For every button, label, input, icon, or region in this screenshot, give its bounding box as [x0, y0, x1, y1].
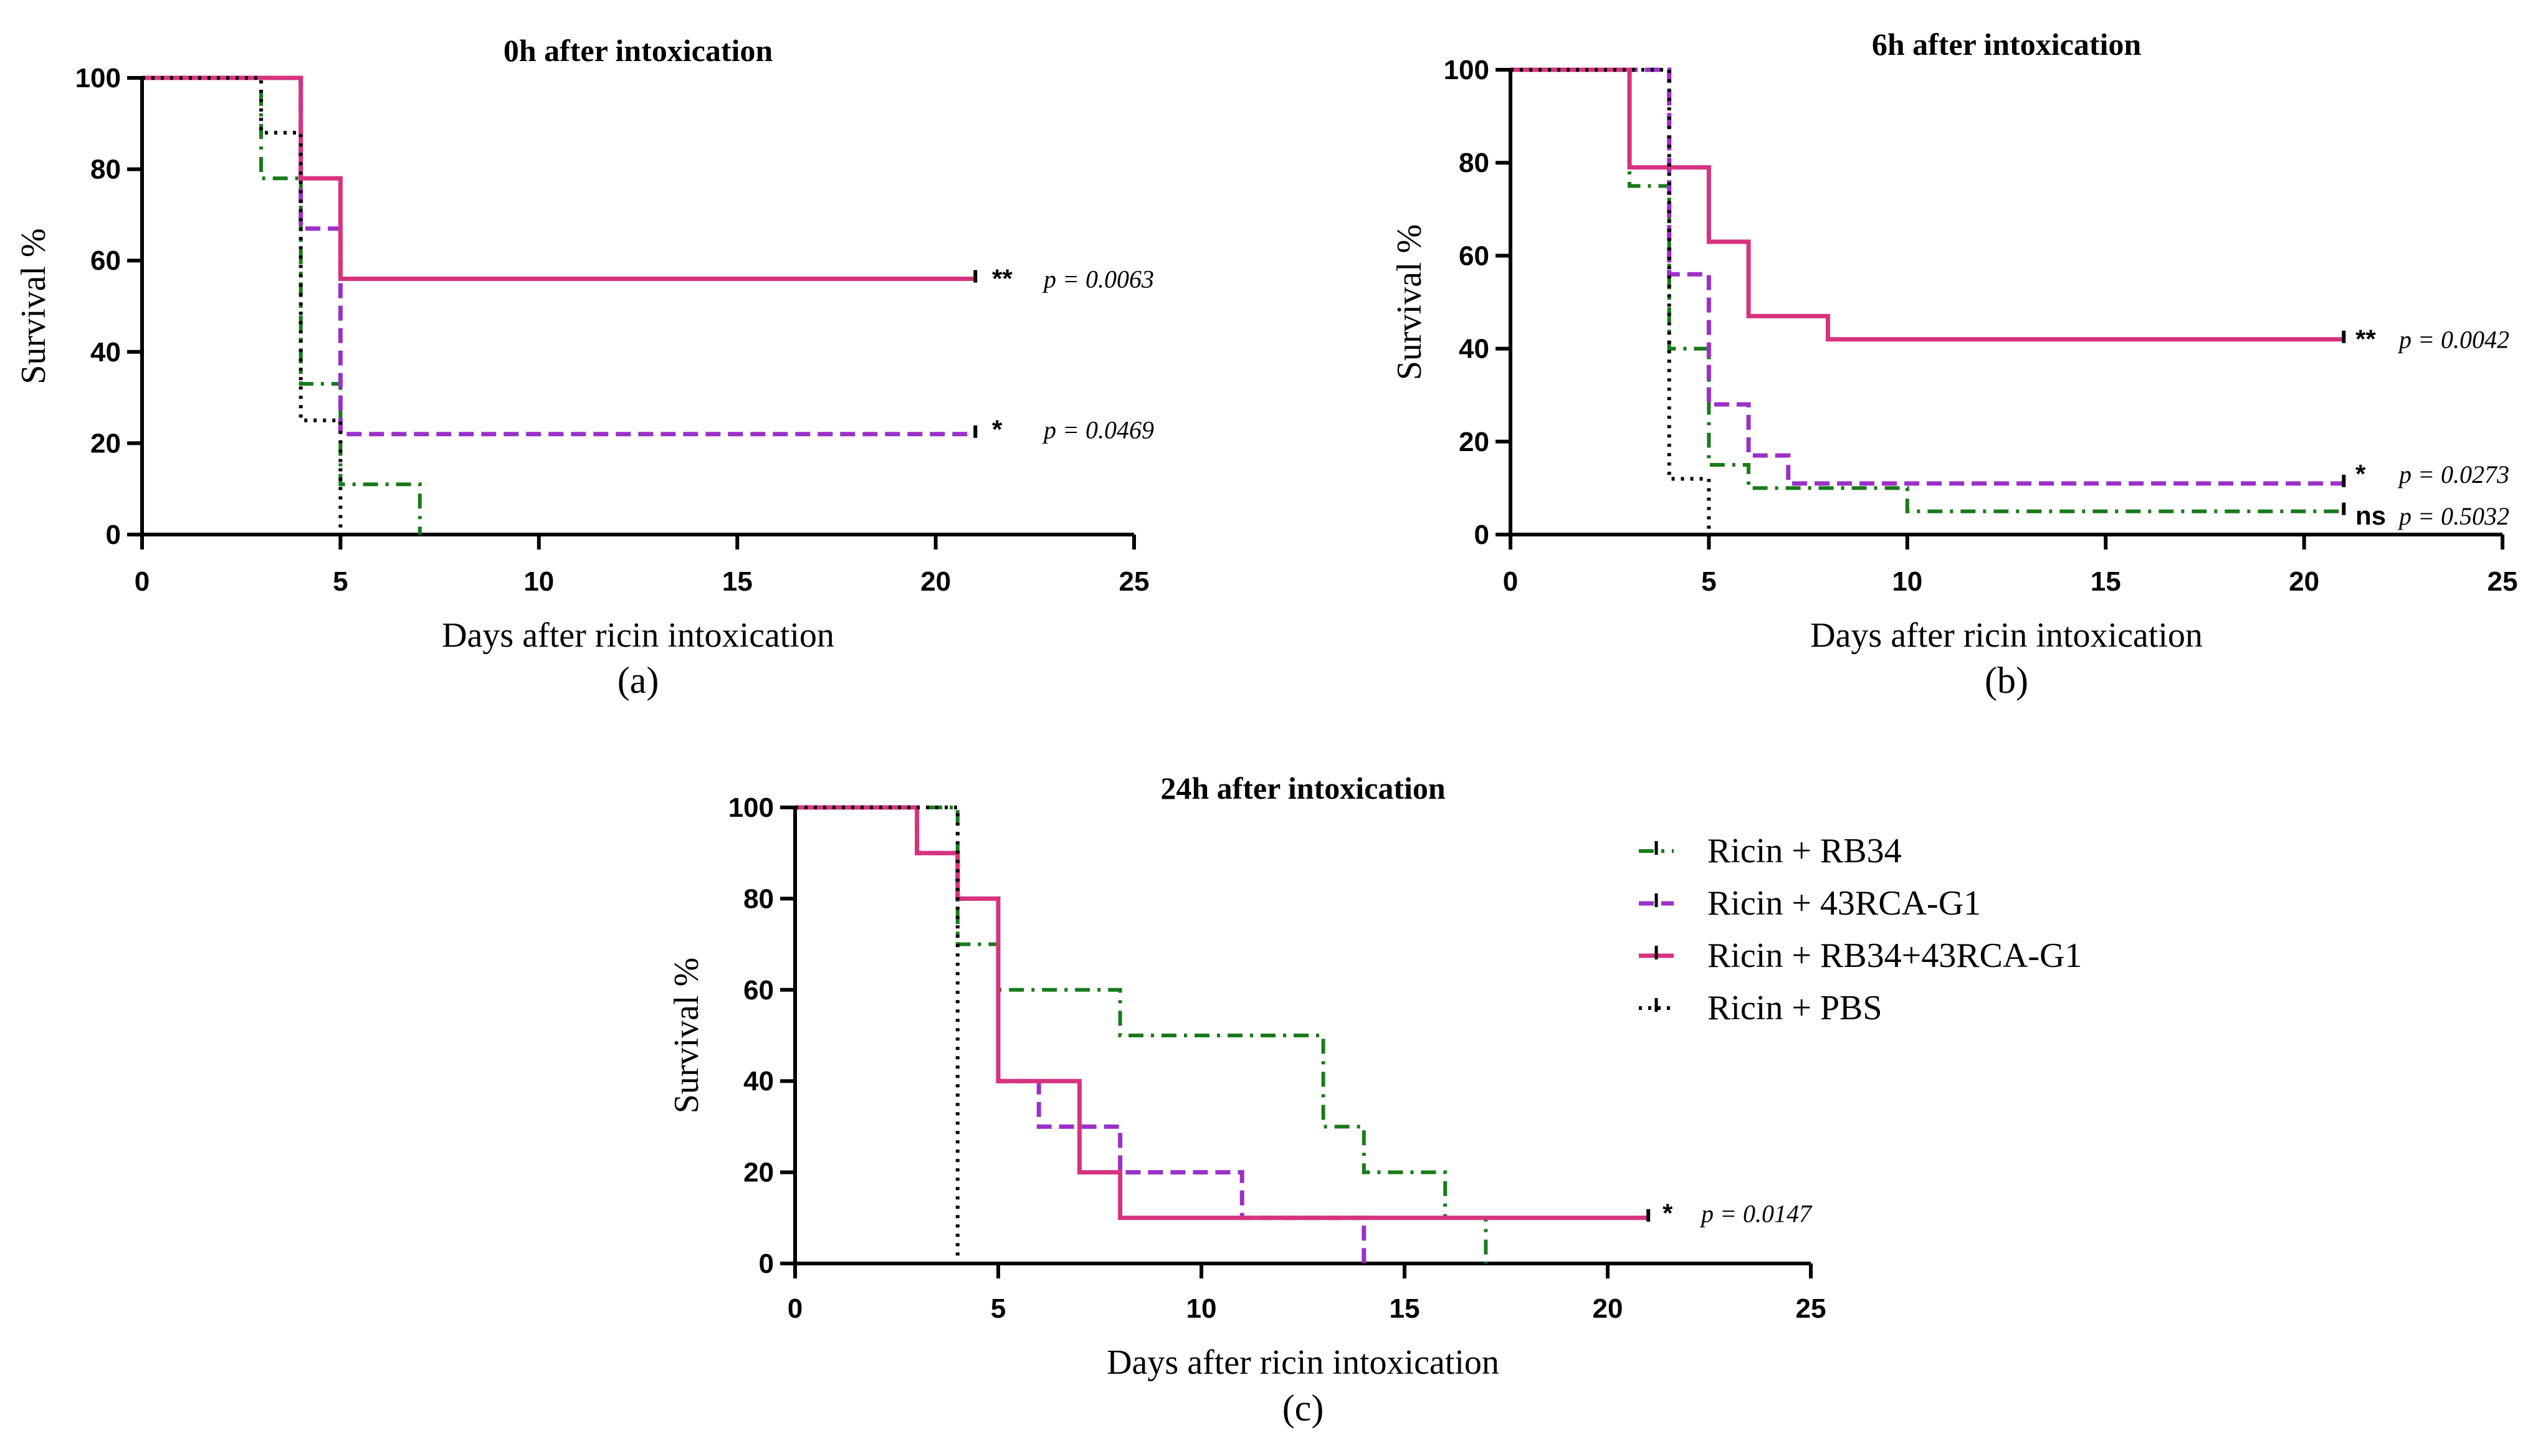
- panel-2-series-rb34: [1510, 68, 2344, 513]
- panel-1-significance-1: **: [992, 264, 1013, 293]
- panel-2-y-axis-title: Survival %: [1390, 224, 1429, 380]
- panel-3-significance-1: *: [1663, 1198, 1673, 1227]
- panel-3-y-tick-label: 100: [728, 792, 774, 823]
- panel-2-x-tick-label: 15: [2091, 566, 2121, 597]
- panel-1-y-tick-label: 40: [90, 337, 121, 368]
- panel-2-y-tick-label: 0: [1474, 520, 1489, 550]
- panel-2-series-combo: [1510, 67, 2344, 342]
- panel-1-x-tick-label: 5: [333, 566, 348, 597]
- panel-2-p-value-2: p = 0.0273: [2397, 460, 2509, 488]
- panel-3-p-value-1: p = 0.0147: [1699, 1199, 1813, 1227]
- panel-2-x-tick-label: 5: [1701, 566, 1716, 597]
- panel-1-y-tick-label: 20: [90, 428, 121, 459]
- panel-2-series-rca: [1510, 67, 2344, 486]
- panel-3-y-tick-label: 80: [743, 883, 774, 914]
- panel-2-title: 6h after intoxication: [1872, 27, 2142, 62]
- panel-3-title: 24h after intoxication: [1160, 771, 1446, 806]
- panel-2-y-tick-label: 40: [1459, 334, 1489, 364]
- panel-1-x-tick-label: 10: [523, 566, 554, 597]
- panel-1-significance-2: *: [992, 414, 1003, 444]
- panel-3-series-rb34: [795, 806, 1488, 1263]
- panel-2-series-pbs: [1510, 68, 1711, 535]
- legend-label-pbs: Ricin + PBS: [1707, 989, 1882, 1027]
- panel-1-y-axis-title: Survival %: [14, 228, 53, 384]
- panel-2-x-tick-label: 10: [1892, 566, 1922, 597]
- panel-1-title: 0h after intoxication: [503, 33, 773, 68]
- panel-1-y-tick-label: 60: [90, 245, 121, 276]
- panel-3-x-tick-label: 20: [1593, 1293, 1623, 1324]
- panel-2-significance-1: **: [2355, 325, 2376, 354]
- panel-1-x-axis-title: Days after ricin intoxication: [442, 616, 834, 655]
- legend-label-rca: Ricin + 43RCA-G1: [1707, 884, 1981, 923]
- panel-1-x-tick-label: 0: [135, 566, 150, 597]
- panel-3-series-pbs: [795, 806, 960, 1263]
- panel-1-p-value-1: p = 0.0063: [1042, 265, 1154, 293]
- panel-3-y-tick-label: 40: [743, 1066, 774, 1097]
- panel-1-series-pbs: [142, 76, 343, 535]
- panel-3-letter: (c): [1282, 1387, 1324, 1429]
- panel-2-significance-2: *: [2355, 459, 2366, 488]
- panel-1-x-tick-label: 15: [722, 566, 753, 597]
- panel-1-y-tick-label: 80: [90, 155, 121, 185]
- panel-3-series-combo: [795, 805, 1649, 1220]
- panel-2-y-tick-label: 60: [1459, 240, 1489, 271]
- panel-1-x-tick-label: 20: [920, 566, 951, 597]
- panel-1-y-tick-label: 0: [106, 520, 121, 550]
- panel-3-x-tick-label: 5: [991, 1293, 1006, 1324]
- panel-2-y-tick-label: 20: [1459, 427, 1489, 457]
- panel-2-x-tick-label: 0: [1503, 566, 1518, 597]
- legend-label-combo: Ricin + RB34+43RCA-G1: [1707, 936, 2082, 975]
- panel-1-series-rb34: [142, 76, 422, 535]
- panel-3-y-tick-label: 0: [759, 1249, 774, 1279]
- panel-2-p-value-3: p = 0.5032: [2397, 502, 2509, 530]
- panel-2-letter: (b): [1985, 660, 2028, 701]
- panel-2-x-axis-title: Days after ricin intoxication: [1810, 616, 2203, 655]
- panel-2-x-tick-label: 20: [2289, 566, 2319, 597]
- panel-1-p-value-2: p = 0.0469: [1042, 416, 1154, 444]
- panel-1-series-combo: [142, 75, 976, 282]
- panel-1-y-tick-label: 100: [75, 63, 121, 93]
- panel-3-y-tick-label: 20: [743, 1158, 774, 1188]
- panel-3-series-rca: [795, 805, 1367, 1263]
- panel-1-x-tick-label: 25: [1119, 566, 1150, 597]
- panel-2-y-tick-label: 80: [1459, 148, 1489, 178]
- panel-2-p-value-1: p = 0.0042: [2397, 326, 2509, 354]
- panel-2-significance-3: ns: [2355, 501, 2386, 530]
- panel-1-letter: (a): [618, 660, 659, 701]
- panel-1-series-rca: [142, 75, 976, 437]
- panel-3-x-tick-label: 0: [788, 1293, 803, 1324]
- panel-3-x-axis-title: Days after ricin intoxication: [1107, 1343, 1499, 1382]
- panel-3-y-tick-label: 60: [743, 975, 774, 1006]
- panel-2-y-tick-label: 100: [1444, 55, 1489, 85]
- panel-3-y-axis-title: Survival %: [667, 958, 706, 1113]
- panel-2-x-tick-label: 25: [2488, 566, 2518, 597]
- panel-3-x-tick-label: 25: [1796, 1293, 1826, 1324]
- panel-3-x-tick-label: 15: [1390, 1293, 1420, 1324]
- panel-3-x-tick-label: 10: [1186, 1293, 1217, 1324]
- legend-label-rb34: Ricin + RB34: [1707, 832, 1902, 870]
